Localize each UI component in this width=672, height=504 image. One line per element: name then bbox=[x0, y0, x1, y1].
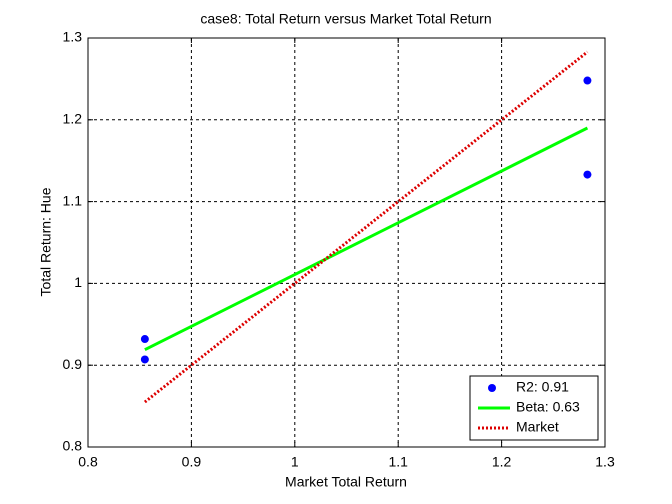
legend-marker bbox=[488, 384, 496, 392]
x-tick-label: 0.8 bbox=[78, 454, 98, 470]
x-tick-label: 1.1 bbox=[388, 454, 408, 470]
data-point bbox=[140, 355, 149, 364]
legend-label: Market bbox=[516, 419, 559, 435]
y-tick-label: 0.8 bbox=[63, 438, 83, 454]
legend-label: R2: 0.91 bbox=[516, 379, 569, 395]
y-tick-label: 0.9 bbox=[63, 356, 83, 372]
data-line bbox=[144, 126, 589, 351]
y-tick-label: 1.2 bbox=[63, 111, 83, 127]
legend-label: Beta: 0.63 bbox=[516, 399, 580, 415]
y-tick-label: 1.3 bbox=[63, 29, 83, 45]
x-tick-label: 1.2 bbox=[492, 454, 512, 470]
x-axis-label: Market Total Return bbox=[285, 474, 407, 490]
y-tick-label: 1.1 bbox=[63, 192, 83, 208]
data-point bbox=[583, 170, 592, 179]
x-tick-label: 1 bbox=[291, 454, 299, 470]
y-axis-label: Total Return: Hue bbox=[38, 187, 54, 296]
axes-box bbox=[87, 37, 606, 448]
y-tick-label: 1 bbox=[74, 274, 82, 290]
x-tick-label: 0.9 bbox=[182, 454, 202, 470]
chart-title: case8: Total Return versus Market Total … bbox=[200, 11, 491, 27]
data-point bbox=[583, 76, 592, 85]
x-tick-label: 1.3 bbox=[595, 454, 615, 470]
data-point bbox=[140, 335, 149, 344]
